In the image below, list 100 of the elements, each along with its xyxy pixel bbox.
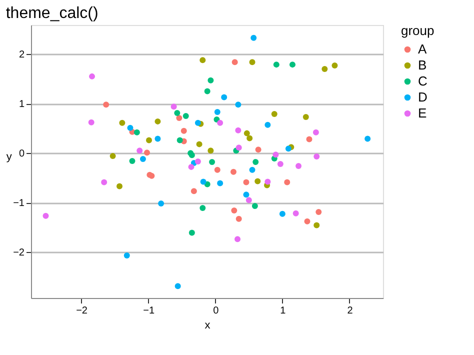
- point: [200, 57, 206, 64]
- point: [364, 136, 371, 142]
- point: [170, 104, 177, 110]
- point: [255, 146, 262, 153]
- legend-label: D: [418, 90, 428, 104]
- point: [289, 62, 296, 68]
- x-tick-label: 2: [347, 306, 354, 316]
- point: [234, 236, 241, 242]
- point: [119, 120, 126, 126]
- point: [302, 114, 309, 120]
- x-axis-title: x: [204, 320, 211, 332]
- x-tick-label: 0: [213, 306, 220, 316]
- point: [88, 119, 94, 126]
- point: [194, 120, 201, 126]
- point: [89, 73, 96, 80]
- point: [188, 164, 194, 170]
- point: [277, 160, 284, 167]
- y-tick-label: 0: [18, 148, 25, 160]
- point: [154, 136, 161, 142]
- point: [176, 137, 183, 144]
- point: [190, 188, 197, 194]
- y-tick-label: −1: [13, 198, 25, 210]
- point: [217, 120, 224, 126]
- point: [254, 178, 261, 184]
- point: [236, 144, 242, 151]
- point: [316, 208, 322, 215]
- x-tick-label: −2: [76, 306, 88, 316]
- point: [235, 102, 242, 108]
- point: [264, 178, 271, 185]
- point: [129, 158, 136, 164]
- point: [140, 156, 146, 162]
- point: [296, 162, 302, 169]
- point: [279, 210, 286, 217]
- point: [243, 192, 250, 198]
- point: [252, 159, 259, 165]
- point: [42, 212, 49, 219]
- point: [273, 62, 280, 68]
- point: [194, 158, 201, 164]
- point: [314, 222, 320, 228]
- legend-label: B: [418, 58, 427, 72]
- point: [243, 179, 250, 186]
- point: [136, 148, 143, 154]
- point: [249, 166, 256, 173]
- point: [264, 122, 271, 128]
- point: [180, 128, 187, 134]
- y-tick-label: 1: [18, 99, 25, 110]
- point: [221, 94, 228, 100]
- point: [322, 66, 328, 72]
- point: [208, 148, 214, 154]
- point: [176, 114, 182, 121]
- y-tick-label: 2: [18, 50, 25, 61]
- point: [200, 204, 206, 211]
- point: [236, 216, 242, 222]
- point: [204, 88, 210, 94]
- point: [174, 110, 180, 116]
- point: [306, 136, 312, 142]
- point: [209, 159, 216, 165]
- y-axis-title: y: [6, 151, 12, 163]
- legend-label: A: [418, 42, 427, 56]
- point: [250, 34, 257, 41]
- point: [124, 252, 130, 258]
- x-tick-label: −1: [143, 306, 155, 316]
- point: [101, 179, 108, 186]
- point: [312, 129, 319, 136]
- point: [284, 179, 290, 186]
- point: [231, 207, 238, 214]
- point: [196, 141, 202, 148]
- point: [292, 210, 299, 216]
- point: [314, 154, 320, 160]
- point: [134, 129, 140, 136]
- point: [146, 137, 152, 144]
- legend-label: E: [418, 106, 427, 120]
- point: [249, 59, 256, 66]
- point: [174, 283, 181, 290]
- legend-label: C: [418, 74, 428, 88]
- point: [214, 166, 220, 173]
- point: [217, 180, 224, 186]
- point: [235, 127, 242, 134]
- point: [304, 218, 310, 224]
- point: [110, 153, 116, 160]
- legend-title: group: [401, 23, 434, 38]
- point: [182, 113, 189, 119]
- point: [271, 111, 278, 118]
- point: [246, 197, 252, 204]
- point: [252, 203, 258, 210]
- point: [158, 200, 164, 207]
- point: [332, 62, 338, 69]
- point: [272, 152, 279, 158]
- point: [246, 135, 253, 142]
- point: [232, 59, 238, 66]
- point: [285, 146, 292, 152]
- point: [127, 124, 134, 131]
- point: [188, 230, 195, 236]
- point: [244, 130, 250, 136]
- point: [208, 77, 214, 84]
- point: [230, 168, 236, 175]
- point: [103, 102, 110, 108]
- point: [214, 109, 220, 116]
- point: [116, 183, 123, 190]
- chart-title: theme_calc(): [6, 5, 98, 22]
